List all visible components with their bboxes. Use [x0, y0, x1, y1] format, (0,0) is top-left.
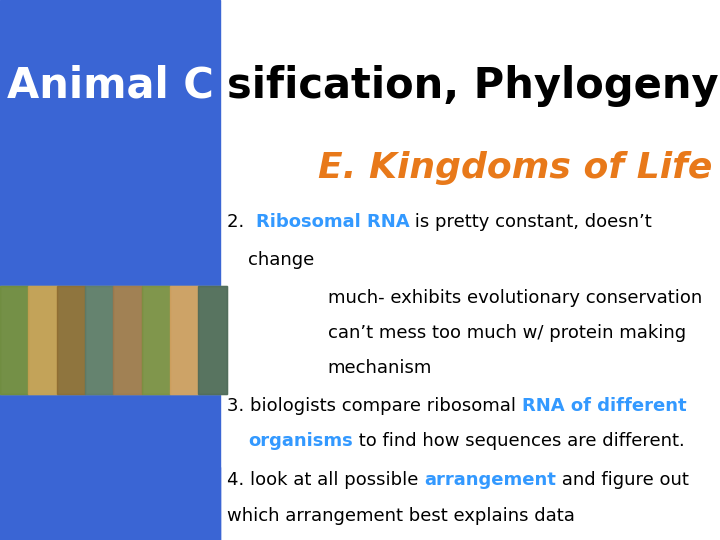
Bar	[0, 286, 227, 394]
Text: organisms: organisms	[248, 432, 353, 450]
Text: and figure out: and figure out	[556, 471, 688, 489]
Text: mechanism: mechanism	[328, 359, 432, 377]
Text: 3. biologists compare ribosomal: 3. biologists compare ribosomal	[227, 397, 521, 415]
Bar	[199, 286, 227, 394]
Text: can’t mess too much w/ protein making: can’t mess too much w/ protein making	[328, 324, 685, 342]
Bar	[142, 286, 170, 394]
Text: Ribosomal RNA: Ribosomal RNA	[256, 213, 409, 231]
Bar	[0, 286, 28, 394]
Text: much- exhibits evolutionary conservation: much- exhibits evolutionary conservation	[328, 289, 702, 307]
Bar	[28, 286, 57, 394]
Text: to find how sequences are different.: to find how sequences are different.	[353, 432, 685, 450]
Text: E. Kingdoms of Life: E. Kingdoms of Life	[318, 151, 713, 185]
Text: which arrangement best explains data: which arrangement best explains data	[227, 507, 575, 524]
Text: sification, Phylogeny and: sification, Phylogeny and	[227, 65, 720, 107]
Text: Animal C: Animal C	[7, 65, 214, 107]
Bar	[85, 286, 114, 394]
Text: change: change	[248, 251, 315, 269]
Text: 4. look at all possible: 4. look at all possible	[227, 471, 424, 489]
Text: 2.: 2.	[227, 213, 256, 231]
Text: arrangement: arrangement	[424, 471, 556, 489]
Text: is pretty constant, doesn’t: is pretty constant, doesn’t	[409, 213, 652, 231]
Bar	[114, 286, 142, 394]
Bar	[0, 0, 220, 540]
Bar	[57, 286, 85, 394]
Bar	[170, 286, 199, 394]
Text: RNA of different: RNA of different	[521, 397, 686, 415]
Bar	[0, 467, 220, 540]
